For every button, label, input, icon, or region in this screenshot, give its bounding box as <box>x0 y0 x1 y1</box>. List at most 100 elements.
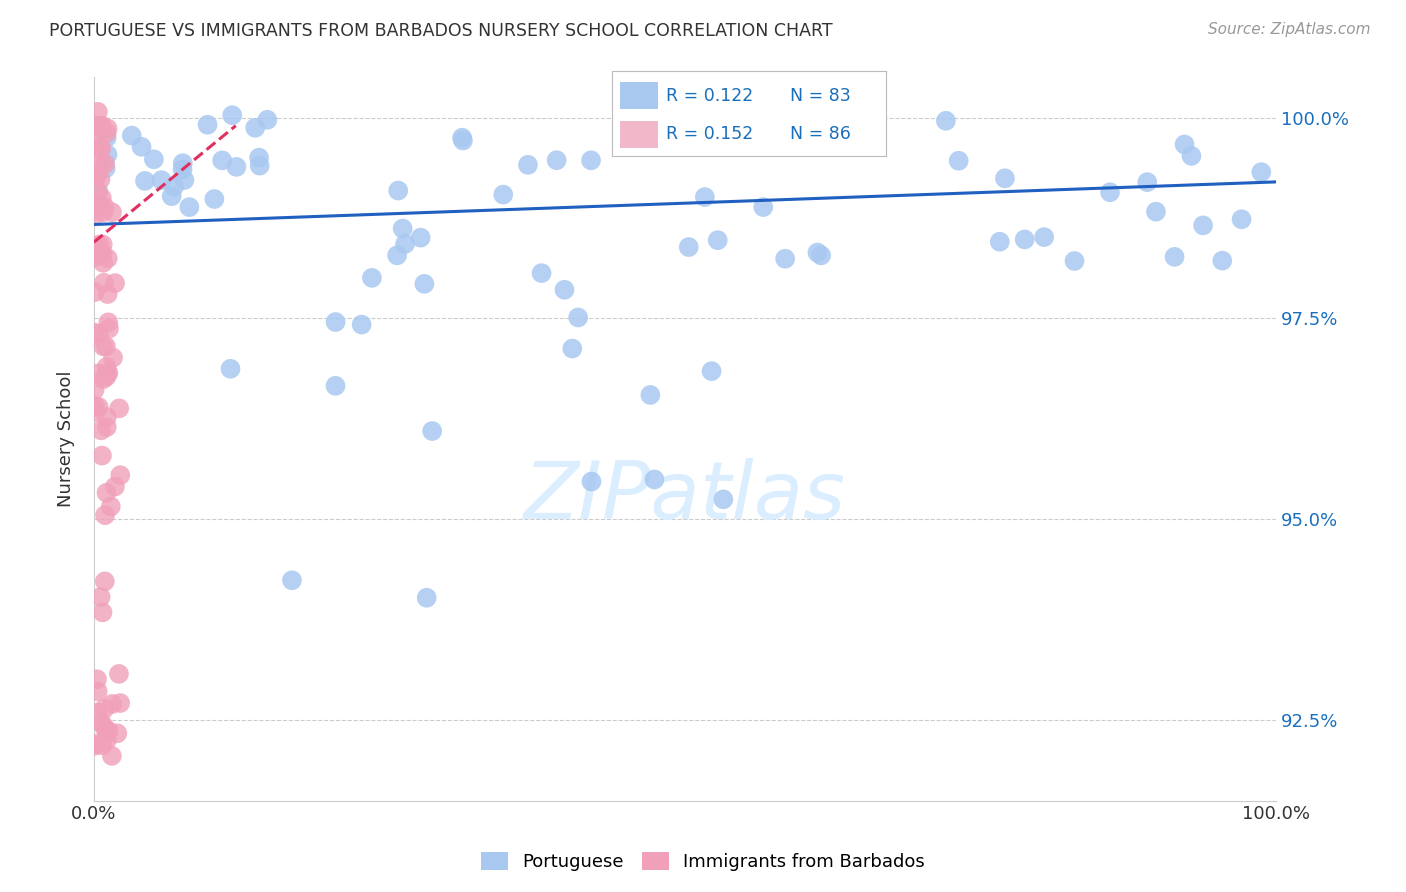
Point <box>84 250 107 264</box>
Point <box>96 420 118 434</box>
Point <box>391 221 413 235</box>
Point <box>84 240 107 254</box>
Point <box>101 351 124 365</box>
Point <box>1192 219 1215 233</box>
Point <box>134 174 156 188</box>
Point <box>451 130 474 145</box>
Point <box>87 326 110 341</box>
Point <box>415 591 437 605</box>
Text: N = 86: N = 86 <box>790 125 851 143</box>
Point <box>211 153 233 168</box>
Point <box>96 723 118 738</box>
Point <box>773 123 796 137</box>
Point <box>835 112 858 126</box>
Point <box>91 372 114 386</box>
Point <box>97 315 120 329</box>
Point <box>83 383 105 397</box>
Point <box>948 153 970 168</box>
Point <box>96 360 118 375</box>
Point <box>93 276 115 290</box>
Point <box>101 748 124 763</box>
Point <box>86 169 108 184</box>
Point <box>219 361 242 376</box>
Point <box>94 161 117 176</box>
Point <box>87 184 110 198</box>
Point <box>790 128 813 143</box>
Point <box>86 186 108 200</box>
Point <box>90 144 112 158</box>
Point <box>97 287 120 301</box>
Point <box>97 724 120 739</box>
Point <box>1180 149 1202 163</box>
Point <box>104 480 127 494</box>
Point <box>385 248 408 262</box>
Point <box>91 246 114 260</box>
Point <box>96 733 118 747</box>
Text: PORTUGUESE VS IMMIGRANTS FROM BARBADOS NURSERY SCHOOL CORRELATION CHART: PORTUGUESE VS IMMIGRANTS FROM BARBADOS N… <box>49 22 832 40</box>
Point <box>581 475 603 489</box>
Point <box>90 156 112 170</box>
Y-axis label: Nursery School: Nursery School <box>58 371 75 508</box>
Point <box>87 104 110 119</box>
Point <box>245 120 267 135</box>
Point <box>96 369 118 384</box>
Point <box>1174 137 1197 152</box>
Point <box>1063 254 1085 268</box>
Point <box>256 112 278 127</box>
Point <box>1033 230 1056 244</box>
Point <box>1136 175 1159 189</box>
Point <box>94 574 117 589</box>
Point <box>1230 212 1253 227</box>
Point <box>108 401 131 416</box>
Point <box>104 276 127 290</box>
Point <box>110 468 132 483</box>
Point <box>84 208 107 222</box>
Point <box>530 266 553 280</box>
Point <box>202 192 225 206</box>
Point <box>420 424 443 438</box>
Point <box>97 366 120 380</box>
Point <box>197 118 219 132</box>
Point <box>988 235 1011 249</box>
Point <box>89 247 111 261</box>
Point <box>994 171 1017 186</box>
Point <box>387 184 409 198</box>
Point <box>700 364 723 378</box>
Point <box>567 310 589 325</box>
Point <box>810 248 832 262</box>
Point <box>693 190 716 204</box>
Point <box>172 162 194 177</box>
Point <box>83 239 105 253</box>
Point <box>87 400 110 414</box>
Point <box>90 423 112 437</box>
Point <box>1163 250 1185 264</box>
Point <box>350 318 373 332</box>
Text: ZIPatlas: ZIPatlas <box>524 458 846 536</box>
Point <box>247 151 270 165</box>
Point <box>640 388 662 402</box>
Point <box>579 153 602 168</box>
Point <box>90 191 112 205</box>
Point <box>1014 232 1036 246</box>
Point <box>94 200 117 214</box>
Point <box>221 108 243 122</box>
Point <box>752 200 775 214</box>
Point <box>86 367 108 381</box>
Point <box>394 236 416 251</box>
Point <box>101 697 124 711</box>
Point <box>83 739 105 753</box>
Point <box>83 285 105 299</box>
Point <box>83 203 105 218</box>
Point <box>84 119 107 133</box>
Point <box>90 590 112 604</box>
Bar <box>620 120 658 147</box>
Point <box>86 737 108 751</box>
Point <box>225 160 247 174</box>
Point <box>94 339 117 353</box>
Point <box>83 170 105 185</box>
Point <box>90 140 112 154</box>
Point <box>96 410 118 425</box>
Point <box>89 245 111 260</box>
Point <box>91 449 114 463</box>
Point <box>706 233 728 247</box>
